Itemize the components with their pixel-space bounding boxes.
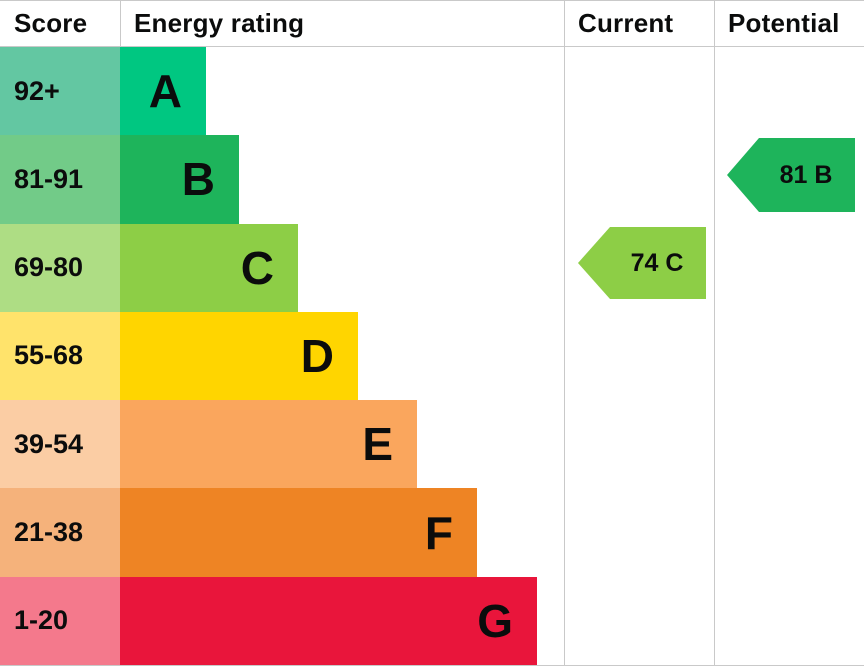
band-row-d: 55-68 D — [0, 311, 864, 401]
score-range-label: 81-91 — [14, 163, 84, 194]
band-bar-c: C — [120, 223, 298, 312]
band-letter-e: E — [362, 418, 393, 471]
band-letter-d: D — [300, 329, 334, 382]
band-row-a: 92+ A — [0, 47, 864, 136]
band-letter-a: A — [148, 65, 182, 118]
score-range-e: 39-54 — [0, 400, 120, 489]
score-range-label: 39-54 — [14, 428, 84, 459]
header-current: Current — [578, 8, 674, 38]
band-bar-g: G — [120, 576, 537, 665]
score-range-label: 1-20 — [14, 605, 69, 636]
band-letter-f: F — [424, 506, 453, 559]
band-row-f: 21-38 F — [0, 488, 864, 577]
band-row-b: 81-91 B — [0, 135, 864, 224]
current-rating-label: 74 C — [630, 248, 684, 277]
band-letter-c: C — [240, 241, 274, 294]
divider-potential-column — [714, 1, 715, 665]
band-rows: 92+ A 81-91 B 69-80 C 55-68 — [0, 47, 864, 665]
score-range-label: 92+ — [14, 75, 60, 106]
score-range-f: 21-38 — [0, 488, 120, 577]
score-range-a: 92+ — [0, 47, 120, 136]
band-row-c: 69-80 C — [0, 223, 864, 312]
band-bar-f: F — [120, 488, 477, 577]
divider-current-column — [564, 1, 565, 665]
band-bar-d: D — [120, 311, 358, 401]
potential-rating-label: 81 B — [779, 160, 833, 189]
header-score: Score — [14, 8, 88, 38]
band-bar-e: E — [120, 400, 417, 489]
chart-header: Score Energy rating Current Potential — [0, 1, 864, 47]
band-bar-b: B — [120, 135, 239, 224]
band-row-e: 39-54 E — [0, 400, 864, 489]
score-range-label: 69-80 — [14, 252, 84, 283]
band-bar-a: A — [120, 47, 206, 136]
header-energy-rating: Energy rating — [134, 8, 305, 38]
divider-score-rating — [120, 1, 121, 47]
band-letter-b: B — [181, 153, 215, 206]
score-range-label: 55-68 — [14, 340, 84, 371]
band-letter-g: G — [477, 594, 513, 647]
score-range-d: 55-68 — [0, 311, 120, 401]
score-range-g: 1-20 — [0, 576, 120, 665]
score-range-label: 21-38 — [14, 517, 84, 548]
band-row-g: 1-20 G — [0, 576, 864, 665]
score-range-b: 81-91 — [0, 135, 120, 224]
score-range-c: 69-80 — [0, 223, 120, 312]
header-potential: Potential — [728, 8, 840, 38]
